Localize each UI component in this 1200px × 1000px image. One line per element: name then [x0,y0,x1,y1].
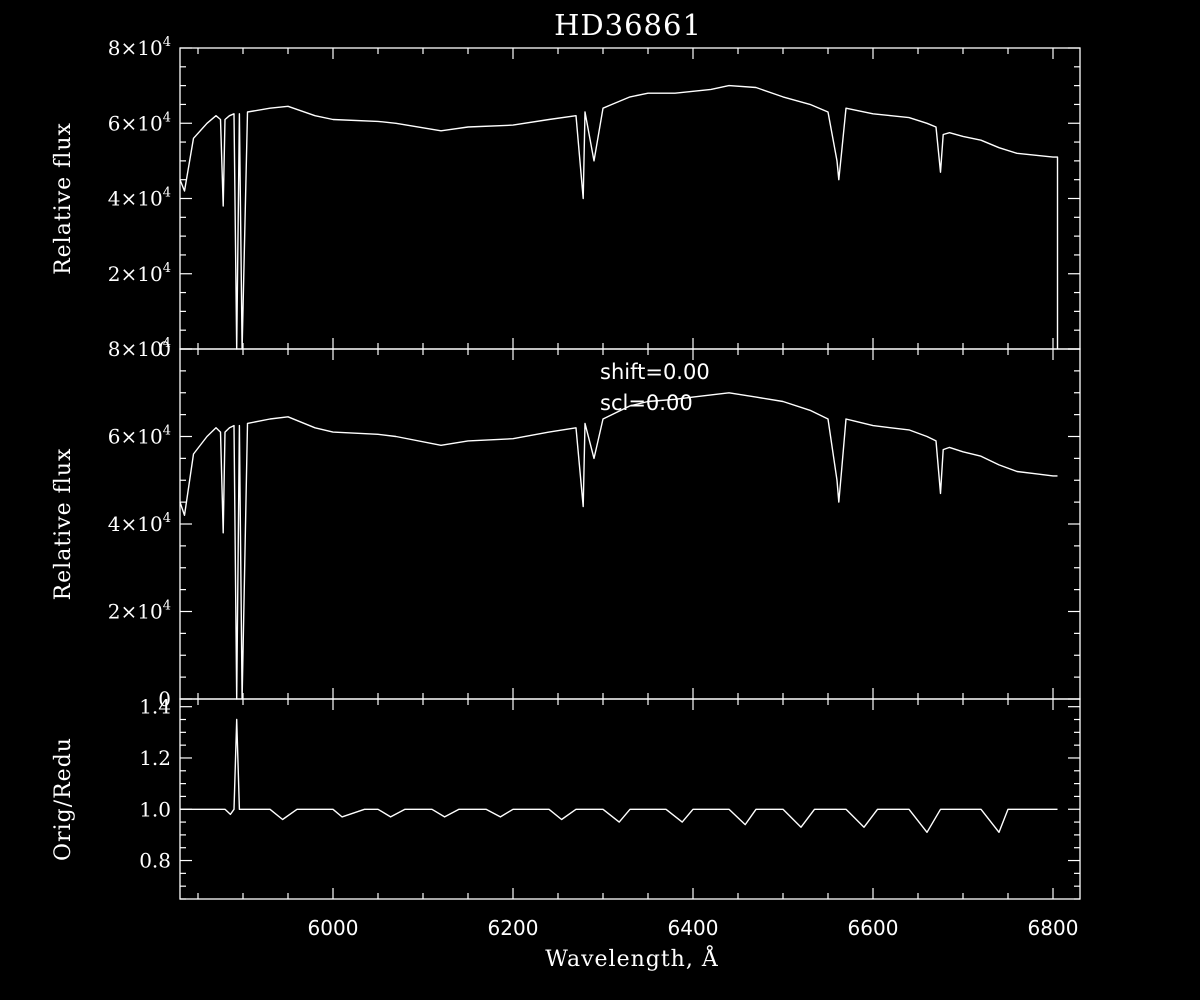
top-ytick-label: 2×104 [108,261,171,286]
bottom-ytick-label: 1.2 [139,746,171,770]
middle-series-line [179,392,1058,700]
bottom-xtick-label: 6200 [488,916,539,940]
middle-ytick-label: 2×104 [108,599,171,624]
bottom-ytick-label: 0.8 [139,849,171,873]
bottom-panel: 0.8 1.0 1.2 1.4 6000 6200 6400 6600 6800 Orig/Red… [51,695,1081,940]
middle-y-axis-label: Relative flux [51,448,76,601]
bottom-xtick-label: 6400 [668,916,719,940]
bottom-xtick-label: 6000 [308,916,359,940]
annotation-scl: scl=0.00 [600,391,693,415]
bottom-ytick-label: 1.4 [139,695,171,719]
top-ytick-label: 8×104 [108,35,171,60]
panels-group: 0 2×104 4×104 6×104 8×104 Relative flux 0 2×104… [51,35,1081,940]
top-ytick-label: 0 [158,337,171,361]
bottom-plot-frame [179,698,1081,900]
figure-title: HD36861 [554,8,702,42]
bottom-xtick-label: 6800 [1028,916,1079,940]
top-ytick-label: 6×104 [108,110,171,135]
middle-ytick-label: 6×104 [108,424,171,449]
top-ytick-label: 4×104 [108,186,171,211]
bottom-series-line [180,718,1058,833]
middle-ytick-label: 4×104 [108,511,171,536]
bottom-xtick-label: 6600 [848,916,899,940]
top-panel: 0 2×104 4×104 6×104 8×104 Relative flux [51,35,1081,361]
bottom-ytick-label: 1.0 [139,797,171,821]
middle-ytick-label: 0 [158,687,171,711]
bottom-y-axis-label: Orig/Redu [51,737,76,861]
top-y-axis-label: Relative flux [51,122,76,275]
middle-panel: 0 2×104 4×104 6×104 8×104 Relative flux [51,336,1081,711]
x-axis-label: Wavelength, Å [545,944,719,972]
annotation-shift: shift=0.00 [600,360,710,384]
middle-ytick-label: 8×104 [108,336,171,361]
